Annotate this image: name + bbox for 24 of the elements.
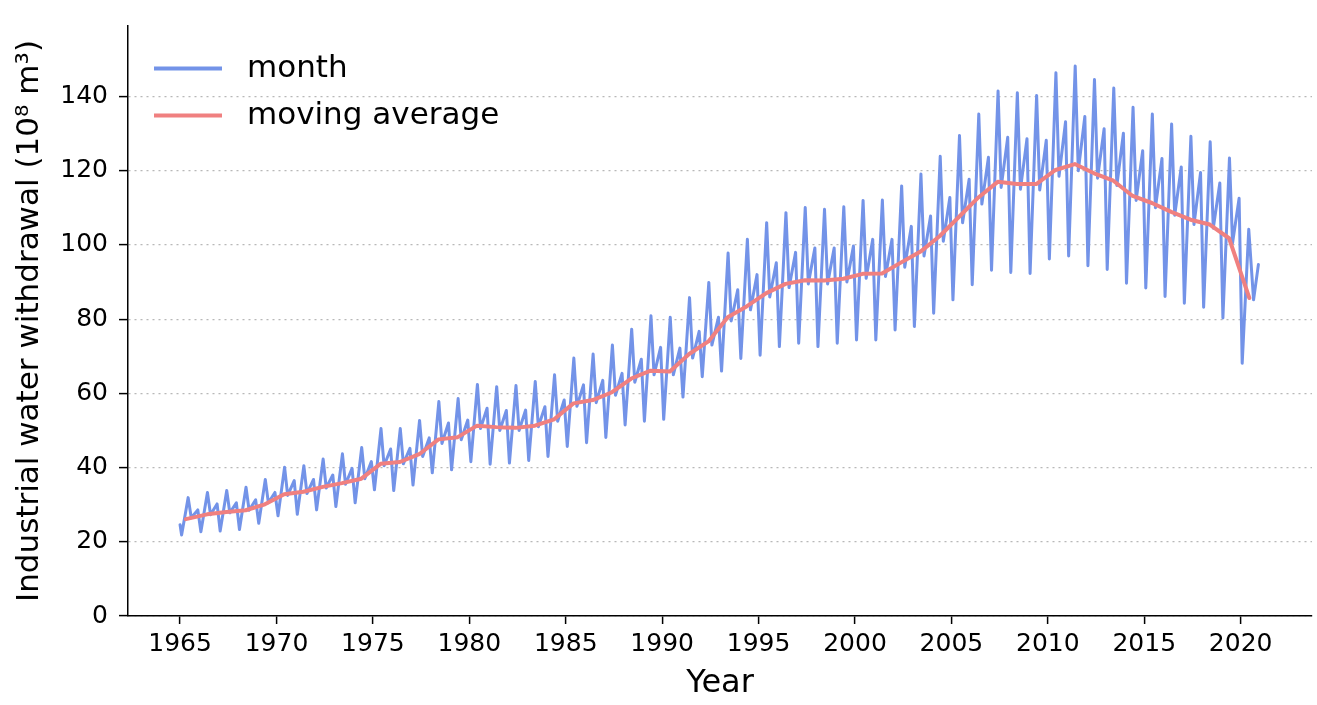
legend-label: moving average — [247, 94, 500, 131]
x-tick-label: 2020 — [1208, 627, 1273, 657]
x-tick-label: 1990 — [630, 627, 694, 657]
x-tick-label: 1980 — [437, 627, 502, 657]
x-tick-label: 1975 — [341, 627, 405, 657]
x-tick-label: 1965 — [148, 627, 212, 657]
x-tick-label: 2015 — [1112, 627, 1177, 657]
y-tick-label: 120 — [60, 154, 108, 184]
y-tick-label: 20 — [76, 525, 108, 555]
y-tick-label: 0 — [92, 599, 108, 629]
y-tick-label: 140 — [60, 80, 108, 109]
x-tick-label: 1970 — [244, 627, 309, 657]
x-axis-title: Year — [685, 662, 755, 701]
y-tick-label: 60 — [76, 376, 108, 406]
x-tick-label: 2005 — [919, 627, 984, 657]
x-tick-label: 2000 — [823, 627, 887, 657]
x-tick-label: 1985 — [533, 627, 598, 657]
y-tick-label: 100 — [60, 228, 108, 258]
y-axis-title: Industrial water withdrawal (10⁸ m³) — [8, 40, 45, 602]
x-tick-label: 2010 — [1016, 627, 1080, 657]
y-tick-label: 40 — [76, 451, 108, 481]
x-tick-label: 1995 — [726, 627, 791, 657]
legend-label: month — [247, 47, 348, 84]
y-tick-label: 80 — [76, 302, 108, 332]
